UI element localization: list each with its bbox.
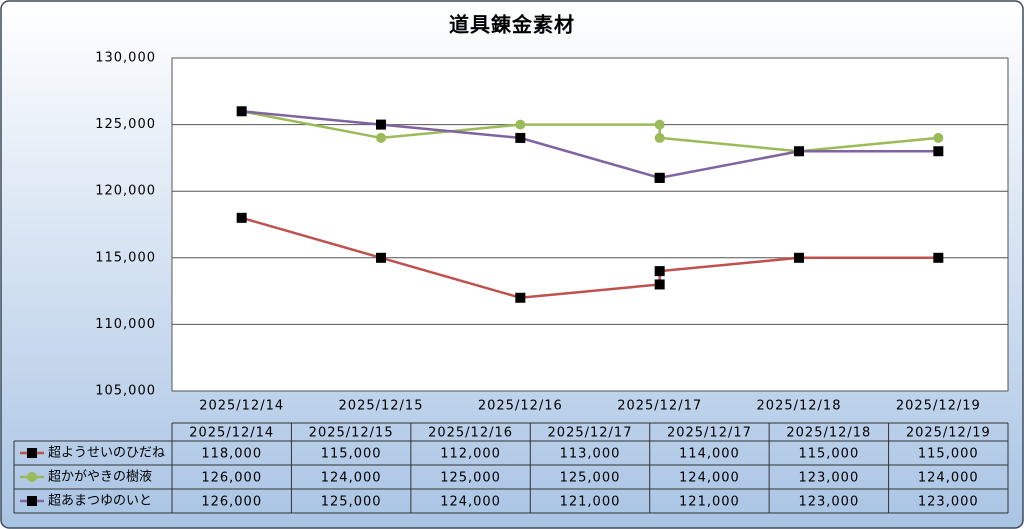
y-tick-label: 125,000 — [95, 117, 156, 132]
marker — [515, 119, 526, 130]
marker — [654, 279, 665, 290]
marker — [933, 146, 944, 157]
marker — [654, 132, 665, 143]
plot-area — [172, 58, 1008, 391]
marker — [515, 132, 526, 143]
marker — [794, 146, 804, 157]
y-tick-label: 110,000 — [95, 317, 156, 332]
marker — [376, 119, 386, 130]
legend-label: 超ようせいのひだね — [48, 446, 165, 461]
table-cell: 115,000 — [918, 447, 979, 462]
table-header: 2025/12/19 — [906, 426, 991, 441]
table-cell: 121,000 — [679, 495, 740, 510]
table-cell: 123,000 — [798, 495, 859, 510]
marker — [376, 132, 386, 143]
table-header: 2025/12/17 — [667, 426, 752, 441]
table-cell: 124,000 — [321, 471, 382, 486]
x-tick-label: 2025/12/18 — [757, 399, 842, 414]
y-tick-label: 105,000 — [95, 384, 156, 399]
table-cell: 124,000 — [679, 471, 740, 486]
marker — [515, 292, 526, 303]
marker — [794, 252, 804, 263]
table-cell: 124,000 — [918, 471, 979, 486]
marker — [654, 172, 665, 183]
legend-marker — [27, 448, 37, 458]
table-cell: 126,000 — [201, 471, 262, 486]
marker — [654, 266, 665, 277]
marker — [236, 212, 247, 223]
series-line — [241, 110, 939, 180]
table-cell: 125,000 — [440, 471, 501, 486]
table-cell: 115,000 — [798, 447, 859, 462]
table-cell: 114,000 — [679, 447, 740, 462]
plot-border — [171, 57, 1009, 392]
table-cell: 118,000 — [201, 447, 262, 462]
table-cell: 115,000 — [321, 447, 382, 462]
y-tick-label: 120,000 — [95, 184, 156, 199]
table-cell: 125,000 — [560, 471, 621, 486]
table-cell: 124,000 — [440, 495, 501, 510]
table-cell: 123,000 — [918, 495, 979, 510]
y-tick-label: 130,000 — [95, 51, 156, 66]
table-header: 2025/12/15 — [309, 426, 394, 441]
chart-title: 道具錬金素材 — [449, 13, 575, 37]
table-cell: 113,000 — [560, 447, 621, 462]
legend-marker — [27, 496, 37, 506]
table-header: 2025/12/14 — [189, 426, 274, 441]
marker — [654, 119, 665, 130]
legend-marker — [27, 472, 37, 482]
table-cell: 125,000 — [321, 495, 382, 510]
x-tick-label: 2025/12/16 — [478, 399, 563, 414]
legend-label: 超あまつゆのいと — [48, 494, 152, 509]
table-header: 2025/12/17 — [548, 426, 633, 441]
marker — [933, 132, 944, 143]
table-header: 2025/12/18 — [786, 426, 871, 441]
table-cell: 123,000 — [798, 471, 859, 486]
table-header: 2025/12/16 — [428, 426, 513, 441]
table-cell: 121,000 — [560, 495, 621, 510]
x-tick-label: 2025/12/14 — [199, 399, 284, 414]
table-cell: 126,000 — [201, 495, 262, 510]
x-tick-label: 2025/12/15 — [339, 399, 424, 414]
x-tick-label: 2025/12/19 — [896, 399, 981, 414]
marker — [236, 106, 247, 117]
marker — [376, 252, 386, 263]
x-tick-label: 2025/12/17 — [617, 399, 702, 414]
y-tick-label: 115,000 — [95, 250, 156, 265]
table-cell: 112,000 — [440, 447, 501, 462]
marker — [933, 252, 944, 263]
legend-label: 超かがやきの樹液 — [48, 470, 152, 485]
